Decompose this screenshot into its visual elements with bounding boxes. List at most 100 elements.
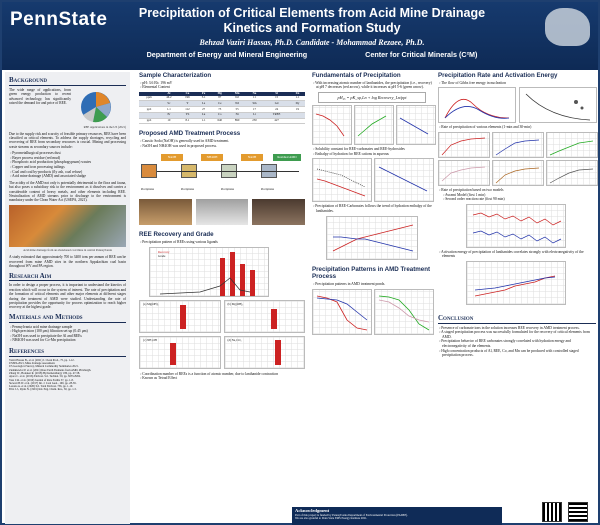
rate-bullet: Rate of precipitation based on two model… [438, 188, 596, 193]
plot-svg [441, 166, 486, 182]
table-row: ppm 46.2 196 3.1 87 6.0 11 15 1.1 [139, 95, 305, 102]
reference-item: Zhang W., Honaker R. (2018) Hydrometallu… [9, 371, 80, 375]
table-cell: Sc [159, 100, 179, 108]
gibbs-diagrams [438, 87, 597, 124]
bar [170, 342, 176, 365]
fundamentals-bullet: Enthalpy of hydration for REE cations in… [312, 152, 432, 157]
conclusion-list: Presence of carbonate ions in the soluti… [438, 326, 596, 358]
table-cell: 890 [228, 118, 246, 125]
bar [250, 269, 255, 296]
ack-line: Part of this project is funded by Pennsy… [295, 512, 408, 517]
plot-svg [549, 140, 594, 156]
nucleation-svg [525, 94, 591, 121]
proposed-bullet: Caustic Soda (NaOH) is generally used in… [139, 139, 305, 144]
list-item: Acid mine drainage (AMD) and associated … [9, 174, 126, 179]
references-list: Vaziri Hassas B., et al. (2021) J. Clean… [9, 359, 126, 392]
energy-curve [444, 99, 510, 119]
series-line [316, 297, 368, 320]
pie-slice [83, 106, 96, 122]
table-cell: 11 [245, 95, 264, 102]
qr-code-icon [568, 502, 588, 522]
list-item: Coal and coal by-products (fly ash, coal… [9, 170, 126, 175]
series-line [378, 295, 430, 330]
table-cell: 19 [289, 106, 305, 113]
rate-sub: Avrami Model (first 1 min) [438, 193, 596, 198]
fundamentals-plots-2 [312, 158, 434, 203]
plot [438, 159, 490, 186]
series-line [378, 299, 430, 323]
photo [195, 199, 249, 226]
bar [270, 308, 277, 329]
series-line [333, 236, 414, 251]
table-row: Sc Y La Ce Nd Sm Gd Dy [139, 100, 305, 108]
authors: Behzad Vaziri Hassas, Ph.D. Candidate - … [199, 38, 425, 47]
reference-item: Stewart B.W. et al. (2017) Int. J. Coal … [9, 381, 77, 385]
table-cell: Er [159, 112, 179, 119]
patterns-plots [312, 288, 434, 335]
tank-icon [141, 164, 157, 179]
plot [312, 105, 352, 146]
plot-svg [378, 167, 428, 192]
column-4: Precipitation Rate and Activation Energy… [438, 72, 598, 358]
panel-a: (a) Mg(OH)₂ [139, 299, 221, 333]
table-cell: ppm [139, 95, 160, 102]
table-cell: 112 [178, 106, 197, 113]
pie-slice [96, 91, 110, 107]
table-cell: Dy [289, 100, 305, 108]
panel-b: (b) Mg(OH)₂ [223, 299, 305, 333]
source-list: Pyrometallurgical processes dust Bayer p… [9, 151, 126, 179]
title-line-1: Precipitation of Critical Elements from … [138, 6, 486, 20]
table-cell: 196 [178, 95, 197, 102]
acknowledgment: Acknowledgment Part of this project is f… [292, 507, 502, 525]
fundamentals-bullet: Solubility constant for REE-carbonates a… [312, 147, 432, 152]
rate-bullet: Activation energy of precipitation of la… [438, 250, 596, 259]
table-cell: Nd [228, 100, 246, 108]
precipitate-label: Precipitates [181, 188, 195, 192]
panel-title: (d) Na₂CO₃ [227, 337, 242, 342]
recovery-bullet: Known as Tetrad Effect [139, 376, 305, 381]
panel-d: (d) Na₂CO₃ [223, 335, 305, 369]
table-header: Na [252, 90, 257, 95]
plot [438, 131, 490, 158]
plot [396, 105, 436, 146]
title-line-2: Kinetics and Formation Study [223, 21, 401, 35]
reference-item: Ziemkiewicz P. et al. (2021) Rare Earth … [9, 368, 92, 372]
equation: pH₂₅ = pK_sp,Ln + log Recovery_Ln/ppt [318, 91, 426, 104]
precipitate-photos [139, 199, 306, 226]
rate-bullet: The flow of Gibbs free energy in nucleat… [438, 81, 596, 86]
activation-svg [474, 275, 556, 297]
plot [374, 158, 434, 203]
pie-svg [81, 91, 111, 122]
materials-heading: Materials and Methods [9, 312, 126, 323]
panel-title: (a) Mg(OH)₂ [143, 301, 159, 306]
proposed-bullet: NaOH and NH4OH was used in proposed proc… [139, 144, 305, 149]
series-line [332, 224, 414, 251]
list-item: NH4OH was used for Co-Mn precipitation [9, 338, 126, 343]
recovery-chart-svg [159, 251, 255, 296]
table-cell: ppb [139, 106, 160, 113]
research-aim-text: In order to design a proper process, it … [9, 283, 126, 310]
plot-svg [316, 169, 366, 197]
pennstate-logo: PennState [10, 9, 108, 30]
background-intro: The wide range of applications, from gre… [9, 88, 126, 126]
rate-bullet: Rate of precipitation of various element… [438, 125, 596, 130]
table-row: ppb 10 8.1 1.1 640 890 250 427 [139, 118, 305, 125]
plot [546, 159, 598, 186]
table-cell: 8.1 [178, 118, 197, 125]
grade-line [159, 277, 251, 295]
reference-item: Fritz J.J., Ryals N. (1991) Ind. Eng. Ch… [9, 388, 77, 392]
proposed-heading: Proposed AMD Treatment Process [139, 130, 241, 138]
table-cell: Ni [228, 112, 246, 119]
series-line [441, 137, 486, 156]
reference-item: US Geological Survey, Mineral Commodity … [9, 365, 79, 369]
plot [374, 288, 434, 335]
table-header: Si [275, 90, 278, 95]
bar [220, 257, 225, 296]
list-item: NaOH was used to precipitate the Al and … [9, 334, 126, 339]
table-cell: 1.1 [196, 118, 212, 125]
table-cell: 55 [228, 106, 246, 113]
qr-code-icon [542, 502, 562, 522]
table-cell: 640 [211, 118, 229, 125]
table-body: ppm 46.2 196 3.1 87 6.0 11 15 1.1 Sc Y La Ce Nd Sm Gd Dy… [139, 95, 305, 125]
